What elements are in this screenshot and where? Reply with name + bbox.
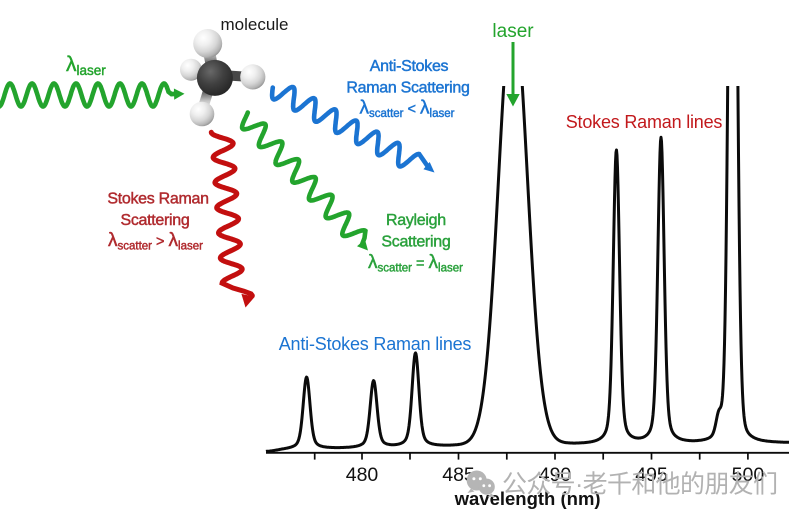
svg-text:公众号·老千和他的朋友们: 公众号·老千和他的朋友们 (502, 471, 778, 499)
svg-text:molecule: molecule (220, 15, 288, 34)
svg-text:Anti-Stokes: Anti-Stokes (370, 58, 449, 75)
svg-text:λlaser: λlaser (66, 53, 106, 78)
svg-text:Scattering: Scattering (120, 212, 189, 229)
svg-text:Anti-Stokes Raman lines: Anti-Stokes Raman lines (279, 334, 472, 354)
svg-text:480: 480 (346, 464, 379, 486)
svg-text:500: 500 (732, 464, 765, 486)
svg-text:490: 490 (539, 464, 572, 486)
svg-text:λscatter > λlaser: λscatter > λlaser (108, 230, 203, 253)
svg-text:Scattering: Scattering (381, 234, 450, 251)
svg-text:Stokes Raman lines: Stokes Raman lines (566, 112, 723, 132)
svg-text:λscatter = λlaser: λscatter = λlaser (368, 252, 463, 275)
svg-text:laser: laser (492, 21, 534, 42)
svg-text:495: 495 (635, 464, 668, 486)
svg-text:Raman Scattering: Raman Scattering (346, 80, 469, 97)
svg-text:Stokes Raman: Stokes Raman (107, 191, 208, 208)
svg-text:λscatter < λlaser: λscatter < λlaser (360, 98, 455, 121)
svg-text:Rayleigh: Rayleigh (386, 212, 446, 229)
